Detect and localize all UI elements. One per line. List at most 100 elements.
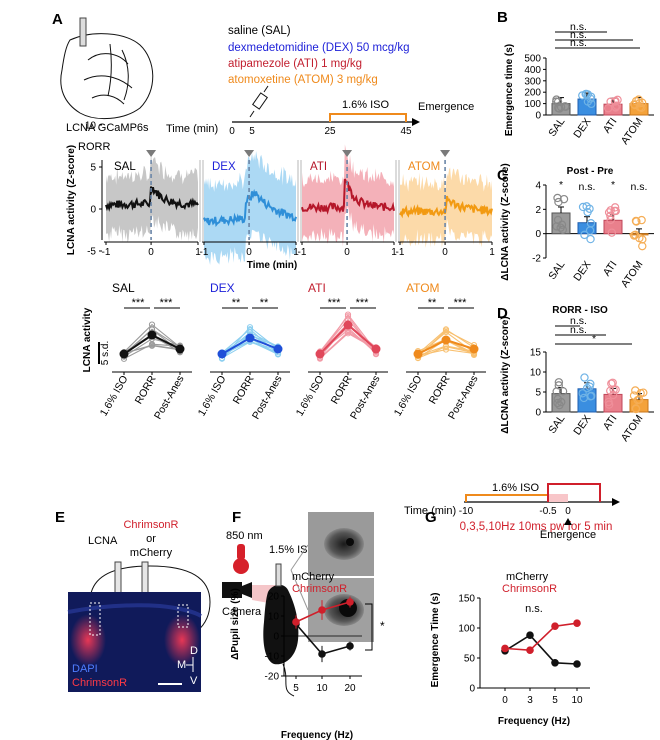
trace-mean-dex (203, 188, 297, 228)
panel-a-schematic: A LCNA GCaMP6s saline (SAL) dexmedetomid… (52, 11, 474, 137)
panel-e-or: or (146, 533, 156, 545)
trace-y-tick-label: 0 (90, 205, 96, 216)
bar-category-label: ATI (601, 413, 620, 433)
paired-mean-point (413, 349, 423, 359)
emergence-marker-icon (564, 518, 572, 525)
ir-light-icon (233, 544, 249, 574)
timeline-tick: 25 (324, 126, 336, 137)
paired-mean-point (343, 320, 353, 330)
trace-x-tick-label: 1 (391, 247, 397, 258)
timeline-a-label: Time (min) (166, 123, 218, 135)
iso-label-g: 1.6% ISO (492, 482, 540, 494)
trace-group-label: DEX (212, 161, 236, 173)
bar-point (586, 379, 595, 389)
mouse-silhouette (263, 563, 299, 697)
panel-f-letter: F (232, 509, 241, 526)
timeline-g-tick: 0 (565, 506, 571, 517)
paired-subject-line (417, 345, 475, 357)
series-point-mcherry (573, 660, 581, 668)
trace-x-tick-label: -1 (102, 247, 111, 258)
line-x-tick-label: 10 (316, 683, 328, 694)
bar-point (587, 391, 596, 401)
chrimson-expression-right (164, 614, 200, 666)
bar-point (639, 388, 648, 397)
trace-x-tick-label: -1 (396, 247, 405, 258)
bar-y-tick-label: 100 (524, 99, 541, 110)
panel-g: G 0,3,5,10Hz 10ms pw for 5 min Time (min… (404, 482, 620, 727)
panel-b-ylabel: Emergence time (s) (504, 44, 515, 136)
bar-point (553, 398, 562, 408)
series-point-mcherry (551, 659, 559, 667)
paired-mean-point (273, 344, 283, 354)
trace-band-ati (302, 144, 394, 247)
legend-dex: dexmedetomidine (DEX) 50 mcg/kg (228, 42, 410, 54)
chrimson-expression-left (70, 614, 106, 666)
timeline-tick: 45 (400, 126, 412, 137)
panel-a-letter: A (52, 11, 63, 28)
bar-point (611, 385, 620, 394)
paired-subject-line (123, 343, 181, 360)
bar-point (585, 204, 594, 213)
f-legend-chrimson: ChrimsonR (292, 583, 347, 595)
timeline-g-label: Time (min) (404, 505, 456, 517)
line-x-tick-label: 5 (293, 683, 299, 694)
trace-x-tick-label: 0 (344, 247, 350, 258)
bar-point (578, 91, 587, 100)
bar-y-tick-label: 10 (530, 368, 542, 379)
g-legend-mcherry: mCherry (506, 571, 549, 583)
paired-scale-label: 5 s.d. (100, 341, 111, 365)
rorr-triangle-icon (146, 150, 157, 157)
stim-label: 0,3,5,10Hz 10ms pw for 5 min (460, 521, 613, 533)
timeline-g: Time (min) 1.6% ISO -10 -0.5 0 Emergence (404, 482, 620, 541)
paired-condition-label: 1.6% ISO (392, 374, 425, 419)
bar-point (611, 103, 620, 112)
panel-g-letter: G (425, 509, 437, 526)
bar-category-label: ATI (601, 259, 620, 279)
paired-subject-line (417, 329, 475, 357)
iso-bracket (329, 113, 407, 122)
paired-mean-point (315, 349, 325, 359)
trace-group-label: ATOM (408, 161, 440, 173)
timeline-arrow-icon (412, 118, 420, 126)
eye-photo-top (308, 512, 374, 576)
paired-condition-label: 1.6% ISO (196, 374, 229, 419)
bar-point (583, 90, 593, 99)
bar-point (604, 397, 613, 407)
timeline-g-tick: -0.5 (539, 506, 557, 517)
series-point-mcherry (318, 650, 326, 658)
line-y-tick-label: 20 (268, 592, 280, 603)
paired-mean-point (119, 349, 129, 359)
paired-mean-point (245, 333, 255, 343)
line-y-tick-label: 150 (458, 594, 475, 605)
panel-c: C Post - Pre ΔLCNA activity (Z-score) -2… (497, 163, 654, 290)
rorr-triangle-icon (440, 150, 451, 157)
f-legend-mcherry: mCherry (292, 571, 335, 583)
panel-c-ylabel: ΔLCNA activity (Z-score) (500, 163, 511, 280)
trace-y-axis: 10 5 0 -5 (85, 121, 103, 258)
series-point-chrimsonr (551, 622, 559, 630)
trace-y-tick-label: -5 (87, 247, 96, 258)
panel-f-ylabel: ΔPupil size (%) (230, 588, 241, 660)
series-point-chrimsonr (292, 618, 300, 626)
bar-category-label: SAL (546, 116, 567, 139)
bar-point (553, 215, 563, 225)
rorr-triangle-icon (342, 150, 353, 157)
sig-label: * (559, 179, 563, 191)
series-line-mcherry (504, 634, 578, 665)
trace-x-tick-label: 1 (293, 247, 299, 258)
paired-group-label: ATOM (406, 281, 440, 295)
series-point-chrimsonr (318, 606, 326, 614)
paired-condition-label: RORR (231, 373, 257, 406)
iso-label-f: 1.5% ISO (269, 544, 317, 556)
bar-category-label: ATI (601, 116, 620, 136)
panel-c-title: Post - Pre (567, 166, 614, 177)
stim-overlap (548, 494, 568, 502)
timeline-tick: 5 (249, 126, 255, 137)
trace-band-sal (106, 151, 198, 243)
paired-condition-label: RORR (329, 373, 355, 406)
timeline-g-tick: -10 (459, 506, 474, 517)
bar-point (637, 215, 646, 225)
line-x-tick-label: 20 (344, 683, 356, 694)
